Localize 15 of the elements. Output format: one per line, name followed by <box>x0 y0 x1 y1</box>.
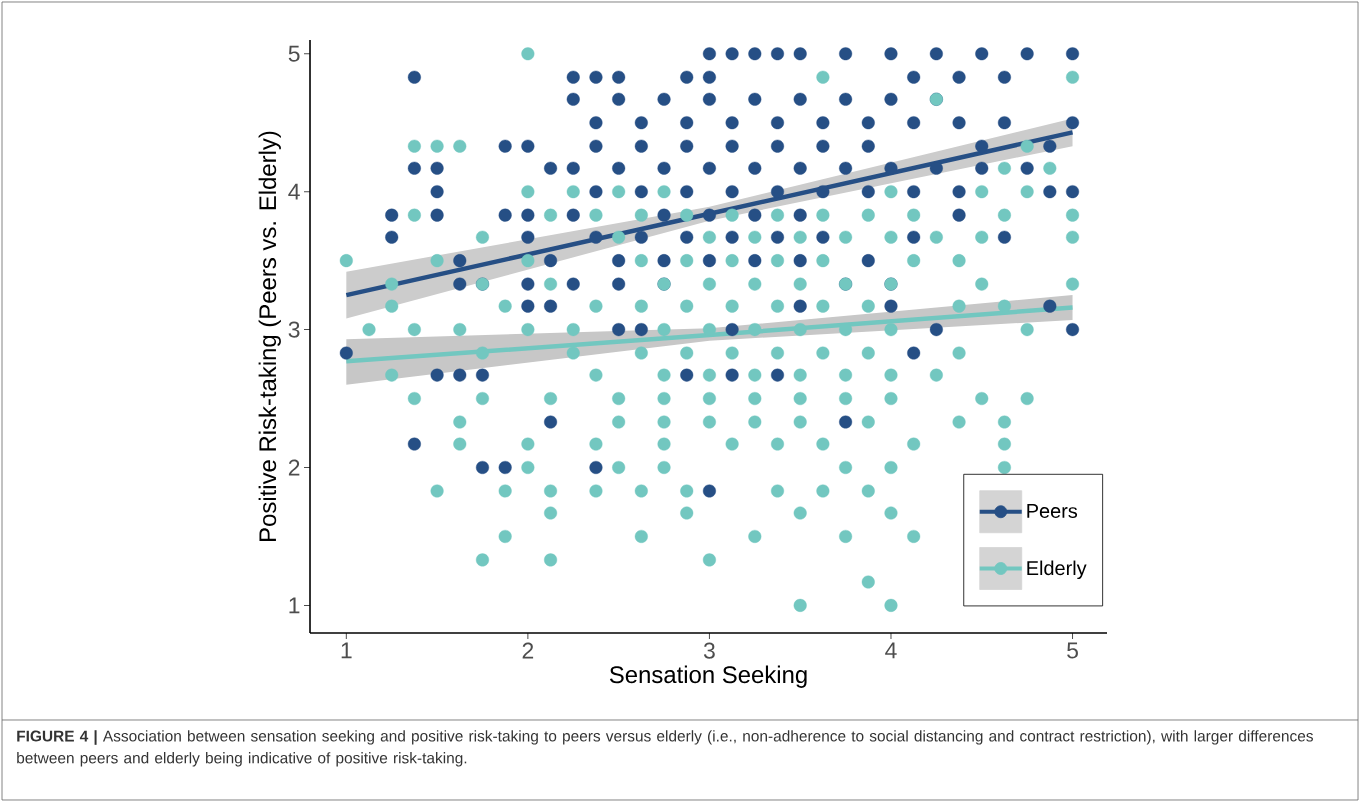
legend-label: Peers <box>1027 504 1078 518</box>
y-axis-title: Positive Risk-taking (Peers vs. Elderly) <box>258 131 281 541</box>
x-tick-label: 4 <box>885 642 897 659</box>
x-tick-label: 2 <box>522 642 534 659</box>
y-tick-label: 1 <box>289 597 300 614</box>
x-tick-label: 3 <box>703 642 715 659</box>
y-tick-label: 2 <box>288 459 300 476</box>
y-tick-label: 4 <box>288 183 300 200</box>
x-tick-label: 5 <box>1067 642 1078 659</box>
y-tick-label: 3 <box>288 321 300 338</box>
legend-label: Elderly <box>1027 560 1087 580</box>
x-axis-title: Sensation Seeking <box>609 665 807 688</box>
text: FIGURE 4 | Association between sensation seeking and positive risk-taking to peers versus elderly (i.e., non-adherence to social distancing and contract restriction), with larger differences between peers and elderly being indicative of positive risk-taking. <box>17 730 1313 767</box>
y-tick-label: 5 <box>288 45 300 62</box>
x-tick-label: 1 <box>341 642 352 659</box>
